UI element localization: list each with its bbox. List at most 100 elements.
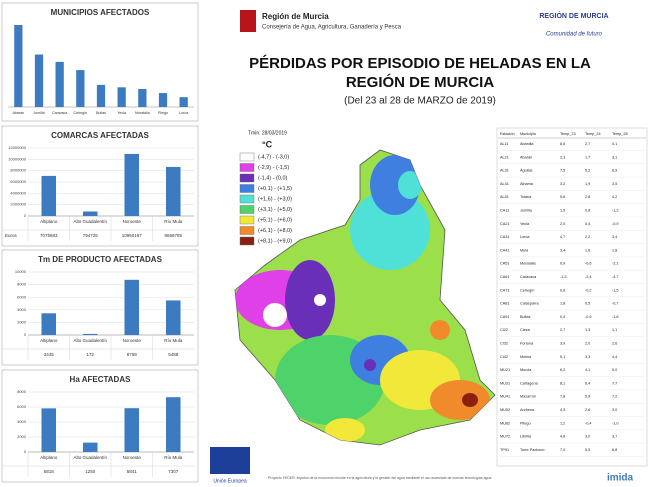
table-cell: 7,0 — [560, 448, 565, 452]
y-tick-label: 0 — [24, 332, 27, 337]
table-cell: AL21 — [500, 155, 509, 159]
legend-label: (+6,1) - (+8,0) — [258, 228, 292, 234]
table-cell: 4,7 — [560, 235, 565, 239]
table-cell: 3,4 — [560, 248, 565, 252]
chart-panel — [1, 249, 199, 366]
bar — [179, 97, 188, 107]
legend-label: (+3,1) - (+5,0) — [258, 207, 292, 213]
table-cell: CA71 — [500, 288, 510, 292]
table-cell: 0,5 — [585, 302, 590, 306]
table-cell: Fortuna — [520, 342, 534, 346]
legend-swatch — [239, 163, 255, 172]
legend-swatch — [239, 236, 255, 246]
table-cell: Abanilla — [520, 142, 534, 146]
table-cell: CA41 — [500, 248, 510, 252]
legend-label: (-1,4) - (0,0) — [258, 175, 288, 181]
table-cell: MU52 — [500, 408, 510, 412]
x-tick-label: Río Mula — [164, 455, 183, 460]
x-tick-label: Alto Guadalentín — [73, 219, 107, 224]
bar — [55, 61, 64, 107]
table-cell: -0,4 — [585, 421, 592, 425]
map-date: Tmin. 28/03/2019 — [248, 130, 287, 136]
table-cell: 7,7 — [612, 381, 617, 385]
bar — [34, 54, 44, 107]
table-cell: Calasparra — [520, 302, 539, 306]
table-cell: Bullas — [520, 315, 530, 319]
bar — [96, 84, 106, 107]
legend-swatch — [239, 152, 255, 162]
x-tick-label: Altiplano — [40, 219, 58, 224]
bar — [82, 333, 98, 335]
chart-title: COMARCAS AFECTADAS — [51, 131, 149, 140]
table-cell: 4,2 — [612, 195, 617, 199]
table-cell: Lorca — [520, 235, 530, 239]
table-cell: 4,1 — [585, 368, 590, 372]
x-tick-label: Abarán — [13, 111, 25, 115]
table-cell: -1,3 — [560, 275, 567, 279]
table-cell: 0,6 — [560, 288, 565, 292]
x-tick-label: Caravaca — [52, 111, 67, 115]
legend-swatch — [239, 226, 255, 235]
table-cell: 1,3 — [585, 328, 590, 332]
value-label: 7307 — [168, 469, 179, 474]
legend-swatch — [239, 194, 255, 204]
header-org: Región de Murcia — [262, 12, 329, 21]
table-cell: Águilas — [520, 169, 533, 173]
y-tick-label: 4000 — [17, 419, 27, 424]
table-cell: AL31 — [500, 169, 509, 173]
y-tick-label: 8000 — [17, 282, 27, 287]
x-tick-label: Altiplano — [40, 455, 58, 460]
eu-label: Unión Europea — [213, 478, 247, 484]
table-cell: 3,0 — [585, 435, 590, 439]
x-tick-label: Noroeste — [123, 219, 142, 224]
table-cell: 3,1 — [612, 155, 617, 159]
bar — [124, 279, 140, 335]
table-cell: 0,8 — [585, 209, 590, 213]
table-header: Estación — [500, 132, 515, 136]
imida-logo: imida — [607, 473, 634, 484]
value-label: 5818 — [44, 469, 55, 474]
table-cell: 6,9 — [612, 169, 617, 173]
table-cell: 4,3 — [560, 408, 565, 412]
y-tick-label: 6000000 — [10, 179, 26, 184]
table-cell: Abarán — [520, 155, 532, 159]
bar — [158, 93, 168, 107]
table-cell: 5,1 — [560, 355, 565, 359]
bar — [41, 408, 57, 452]
table-cell: 2,8 — [585, 195, 590, 199]
table-header: Temp_23 — [560, 132, 576, 136]
table-cell: Librilla — [520, 435, 532, 439]
table-cell: 5,2 — [585, 169, 590, 173]
table-cell: MU62 — [500, 421, 510, 425]
legend-swatch — [239, 173, 255, 183]
legend-label: (+0,1) - (+1,5) — [258, 186, 292, 192]
table-cell: CA81 — [500, 302, 510, 306]
chart-title: MUNICIPIOS AFECTADOS — [51, 8, 150, 17]
legend-label: (+1,6) - (+3,0) — [258, 196, 292, 202]
legend-label: (-2,9) - (-1,5) — [258, 165, 289, 171]
table-cell: 1,7 — [585, 155, 590, 159]
value-label: 5488 — [168, 352, 179, 357]
table-cell: 3,7 — [612, 435, 617, 439]
y-tick-label: 10000000 — [8, 156, 27, 161]
bar — [124, 153, 140, 216]
x-tick-label: Moratalla — [135, 111, 150, 115]
table-header: Municipio — [520, 132, 536, 136]
brand: REGIÓN DE MURCIA — [539, 11, 608, 20]
subtitle: (Del 23 al 28 de MARZO de 2019) — [344, 96, 496, 107]
table-cell: MU41 — [500, 395, 510, 399]
table-cell: -2,1 — [612, 262, 619, 266]
x-tick-label: Lorca — [179, 111, 188, 115]
table-frame — [496, 127, 648, 467]
table-cell: 2,7 — [560, 328, 565, 332]
value-label: 172 — [86, 352, 94, 357]
table-cell: 2,2 — [585, 235, 590, 239]
table-cell: Moratalla — [520, 262, 537, 266]
table-cell: -0,9 — [585, 315, 592, 319]
table-cell: CA61 — [500, 275, 510, 279]
header-dept: Consejería de Agua, Agricultura, Ganader… — [262, 25, 402, 31]
x-tick-label: Pliego — [158, 111, 168, 115]
table-cell: 5,9 — [585, 395, 590, 399]
bar — [165, 300, 181, 335]
table-cell: 3,5 — [612, 182, 617, 186]
